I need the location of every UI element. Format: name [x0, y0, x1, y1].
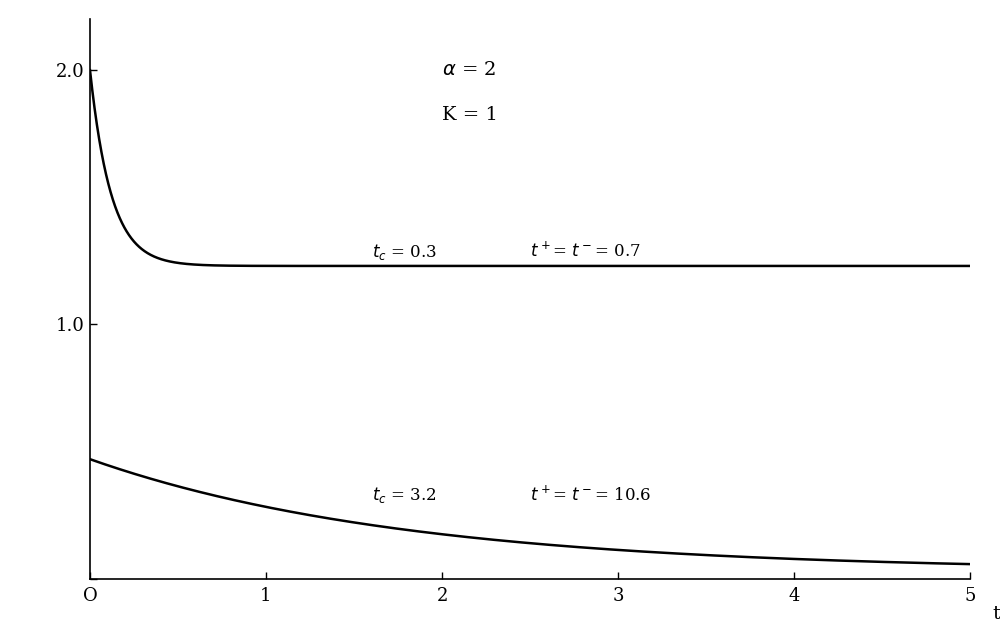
Text: K = 1: K = 1	[442, 106, 498, 124]
Text: t: t	[992, 605, 1000, 623]
Text: $t_c$ = 3.2: $t_c$ = 3.2	[372, 485, 436, 505]
Text: $t^+$= $t^-$= 10.6: $t^+$= $t^-$= 10.6	[530, 485, 651, 504]
Text: $t_c$ = 0.3: $t_c$ = 0.3	[372, 242, 437, 262]
Text: $t^+$= $t^-$= 0.7: $t^+$= $t^-$= 0.7	[530, 242, 641, 261]
Text: $\alpha$ = 2: $\alpha$ = 2	[442, 61, 496, 79]
